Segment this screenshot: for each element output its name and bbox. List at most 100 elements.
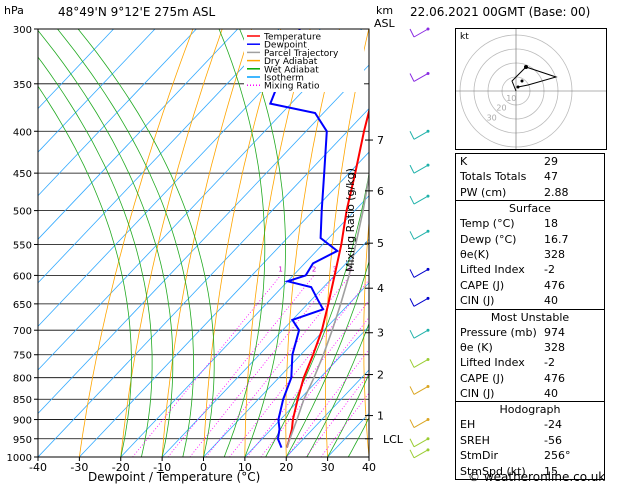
wind-barb-dot	[426, 296, 430, 300]
mixing-ratio-label: 6	[370, 265, 375, 273]
altitude-tick-label: 4	[377, 282, 384, 295]
wind-barb	[413, 230, 429, 240]
most-unstable-value: -2	[544, 356, 555, 370]
wet-adiabat	[265, 171, 369, 457]
most-unstable-panel: Most Unstable Pressure (mb) 974 θe (K) 328 L…	[455, 308, 605, 403]
most-unstable-label: Lifted Index	[460, 356, 525, 370]
wet-adiabat	[38, 56, 153, 457]
surface-panel: Surface Temp (°C) 18 Dewp (°C) 16.7 θe(K) 328…	[455, 200, 605, 310]
wind-barb-flag	[409, 449, 415, 459]
hodograph-stat-value: 256°	[544, 449, 571, 463]
x-tick-label: -20	[112, 461, 130, 474]
hodograph-ring-label: 20	[496, 104, 506, 113]
isotherm-line	[38, 29, 197, 197]
wind-barb	[413, 359, 429, 368]
wind-barb-dot	[426, 384, 430, 388]
hodograph-stat-value: 15	[544, 464, 558, 478]
legend-label: Dewpoint	[264, 41, 307, 51]
y-tick-label: 1000	[7, 453, 32, 464]
x-tick-label: 20	[279, 461, 293, 474]
surface-value: 328	[544, 247, 565, 261]
x-axis-label: Dewpoint / Temperature (°C)	[88, 470, 261, 484]
y-tick-label: 900	[13, 416, 32, 427]
wind-barb	[413, 297, 429, 307]
altitude-tick-label: LCL	[383, 433, 404, 446]
dry-adiabat	[285, 29, 340, 457]
hodograph-trace	[511, 66, 558, 92]
series-dewpoint	[268, 29, 340, 448]
hodograph-stat-label: StmDir	[460, 449, 499, 463]
isotherm-line	[79, 151, 369, 457]
hodograph-ring-label: 30	[487, 113, 497, 122]
most-unstable-value: 974	[544, 325, 565, 339]
y-tick-label: 600	[13, 271, 32, 282]
hodograph-stat-row: EH -24	[456, 417, 604, 432]
altitude-tick-label: 1	[377, 410, 384, 423]
most-unstable-label: θe (K)	[460, 340, 493, 354]
wet-adiabat	[38, 29, 174, 457]
wind-barb-dot	[426, 27, 430, 31]
dry-adiabat	[363, 217, 369, 457]
wind-barb-dot	[426, 163, 430, 167]
surface-label: CAPE (J)	[460, 278, 505, 292]
isotherm-line	[244, 325, 369, 457]
wind-barb-dot	[426, 357, 430, 361]
x-tick-label: 40	[362, 461, 376, 474]
index-value: 2.88	[544, 185, 569, 199]
isotherm-line	[38, 29, 114, 110]
wind-barb-flag	[409, 419, 415, 428]
legend-label: Parcel Trajectory	[264, 49, 339, 59]
index-row: K 29	[456, 154, 604, 169]
wind-barb-dot	[426, 71, 430, 75]
most-unstable-row: θe (K) 328	[456, 340, 604, 355]
altitude-tick-label: 5	[377, 237, 384, 250]
wind-barb	[413, 130, 429, 140]
hodograph-table-panel: Hodograph EH -24 SREH -56 StmDir 256° StmSpd (…	[455, 401, 605, 481]
altitude-tick-label: 3	[377, 327, 384, 340]
isotherm-line	[120, 195, 369, 457]
wind-barb	[413, 438, 429, 448]
wind-barb	[413, 268, 429, 278]
surface-row: Temp (°C) 18	[456, 216, 604, 231]
surface-row: CIN (J) 40	[456, 293, 604, 308]
surface-value: 40	[544, 294, 558, 308]
hodograph-ring-label: 10	[506, 94, 516, 103]
altitude-tick-label: 7	[377, 134, 384, 147]
wet-adiabat	[306, 322, 369, 457]
watermark: © weatheronline.co.uk	[468, 470, 606, 484]
mixing-ratio-line	[132, 275, 281, 457]
most-unstable-row: CAPE (J) 476	[456, 371, 604, 386]
mixing-ratio-label: 2	[312, 265, 316, 273]
surface-value: 476	[544, 278, 565, 292]
most-unstable-label: CIN (J)	[460, 387, 495, 401]
isotherm-line	[38, 29, 321, 327]
dry-adiabat	[401, 29, 428, 457]
wind-barb	[413, 329, 429, 339]
mixing-ratio-axis-label: Mixing Ratio (g/kg)	[344, 168, 357, 272]
wind-barb-dot	[426, 129, 430, 133]
hodograph-stat-value: -56	[544, 433, 562, 447]
legend-label: Mixing Ratio	[264, 82, 320, 92]
wind-barb	[413, 449, 429, 459]
mixing-ratio-line	[229, 279, 369, 457]
wind-barb-dot	[426, 437, 430, 441]
wet-adiabat	[218, 29, 266, 457]
surface-label: θe(K)	[460, 247, 490, 261]
y-tick-label: 700	[13, 326, 32, 337]
wind-barb	[413, 195, 429, 205]
mixing-ratio-label: 3	[333, 265, 337, 273]
y-tick-label: 500	[13, 207, 32, 218]
surface-row: Lifted Index -2	[456, 262, 604, 277]
surface-value: 16.7	[544, 232, 569, 246]
storm-motion-marker	[520, 79, 524, 83]
x-tick-label: 10	[238, 461, 252, 474]
wet-adiabat	[38, 85, 132, 457]
dry-adiabat	[161, 29, 252, 457]
hodograph-panel: kt 10 20 30	[455, 28, 607, 150]
y-tick-label: 950	[13, 435, 32, 446]
wind-barb	[413, 73, 429, 82]
surface-row: Dewp (°C) 16.7	[456, 232, 604, 247]
dry-adiabat	[79, 29, 194, 457]
wind-barb	[413, 28, 429, 38]
